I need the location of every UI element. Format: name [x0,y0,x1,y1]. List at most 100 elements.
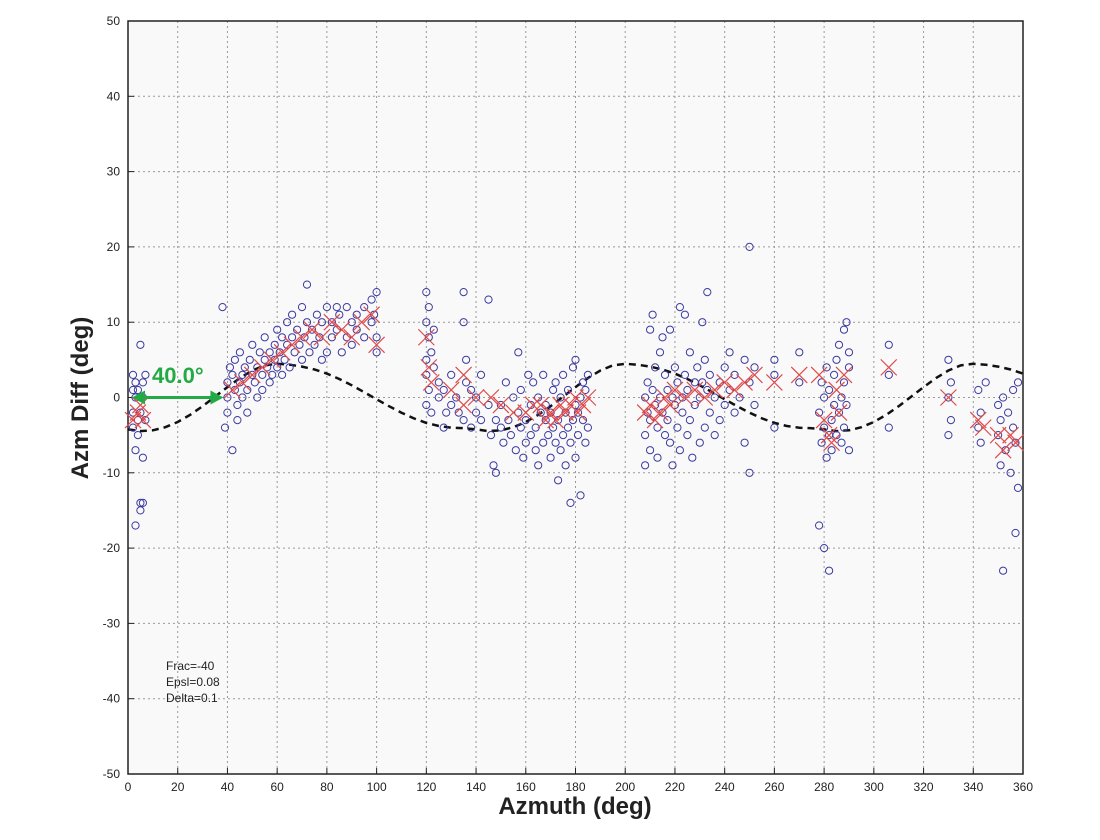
binned-point [293,328,311,346]
observed-point [680,370,690,379]
binned-point [524,396,542,414]
binned-point [243,366,261,384]
observed-point [295,340,304,349]
binned-point [790,366,808,384]
observed-point [648,310,657,319]
binned-point [422,374,440,391]
x-tick-label: 320 [914,780,934,794]
observed-point [521,416,530,425]
x-tick-label: 300 [864,780,884,794]
observed-point [230,355,239,364]
observed-point [136,408,145,417]
observed-point [825,566,834,575]
observed-point [974,385,983,395]
binned-point [880,358,898,376]
observed-point [424,333,433,342]
observed-point [549,423,558,432]
observed-point [976,408,985,417]
observed-point [1009,423,1018,432]
observed-point [372,348,381,357]
observed-point [332,325,341,334]
observed-point [994,431,1003,440]
observed-point [730,370,739,379]
observed-point [263,363,272,372]
observed-point [996,461,1005,470]
x-tick-label: 180 [565,780,585,794]
observed-point [335,310,344,319]
observed-point [424,385,433,395]
observed-point [685,416,695,425]
observed-point [695,393,704,402]
observed-point [248,370,257,379]
observed-point [243,385,252,395]
observed-point [439,423,448,432]
observed-points-layer [128,242,1023,575]
observed-point [974,423,983,432]
observed-point [511,446,520,455]
observed-point [578,416,588,425]
binned-point [939,389,957,406]
binned-point [641,396,659,414]
observed-point [546,453,555,462]
observed-point [660,431,670,440]
observed-point [128,370,138,379]
observed-point [563,423,573,432]
observed-point [539,370,548,379]
observed-point [703,288,712,297]
observed-point [422,355,431,364]
observed-point [283,318,292,327]
shift-arrow-head-right [210,390,224,405]
binned-point [313,328,331,346]
observed-point [663,385,672,395]
observed-point [698,378,707,387]
observed-point [698,318,707,327]
binned-point [716,374,734,391]
observed-point [795,348,804,357]
shift-arrow-head-left [132,390,145,405]
observed-point [138,453,147,462]
observed-point [521,438,530,447]
observed-point [422,370,431,379]
y-tick-label: -30 [103,616,121,630]
observed-point [422,400,431,410]
observed-point [235,348,244,357]
observed-point [665,438,675,447]
observed-point [683,385,692,395]
binned-point [974,419,992,437]
observed-point [442,408,451,417]
binned-point [696,389,714,406]
observed-point [288,333,297,342]
y-tick-label: 50 [107,14,121,28]
observed-point [531,446,540,455]
binned-point [467,389,485,406]
binned-point [532,396,550,414]
observed-point [683,431,692,440]
observed-point [536,408,545,417]
binned-point [969,411,987,429]
observed-point [643,378,652,387]
observed-point [673,423,682,432]
observed-point [526,431,535,440]
observed-point [795,378,804,387]
observed-point [745,378,754,387]
observed-point [740,355,749,364]
x-tick-label: 80 [320,780,334,794]
observed-point [250,378,259,387]
observed-point [551,438,560,447]
observed-point [352,325,361,334]
observed-point [651,400,660,410]
observed-point [981,378,990,387]
observed-point [705,370,714,379]
observed-point [834,340,844,349]
observed-point [725,385,734,395]
observed-point [839,325,849,334]
observed-point [459,416,468,425]
observed-point [509,393,518,402]
observed-point [668,393,677,402]
observed-point [581,438,590,447]
binned-point [636,404,654,421]
observed-point [302,280,312,289]
observed-point [283,340,292,349]
binned-point [273,343,291,361]
observed-point [641,431,650,440]
